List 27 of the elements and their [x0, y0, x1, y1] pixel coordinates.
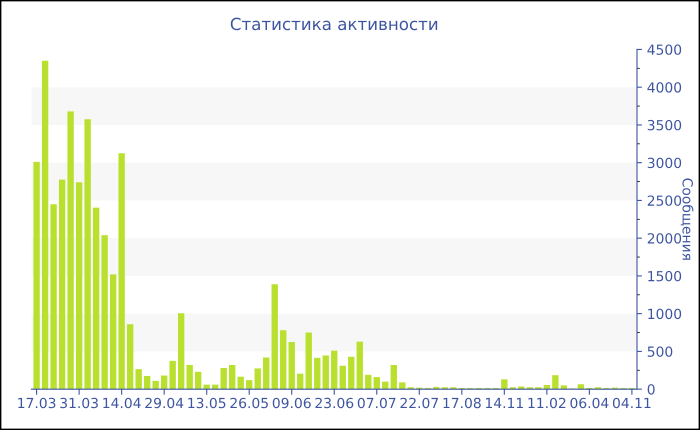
x-tick-label: 23.06 — [315, 398, 354, 408]
y-tick-label: 1000 — [648, 308, 682, 320]
x-tick-label: 17.03 — [18, 398, 56, 408]
x-tick-label: 31.03 — [60, 398, 98, 408]
x-tick-label: 29.04 — [145, 398, 184, 408]
y-axis-title: Сообщения — [680, 178, 694, 260]
x-tick-label: 06.04 — [570, 398, 608, 408]
x-tick-label: 04.11 — [612, 398, 650, 408]
x-tick-label: 26.05 — [230, 398, 268, 408]
y-tick-label: 2000 — [648, 233, 682, 244]
x-tick-label: 17.08 — [443, 398, 481, 408]
x-tick-label: 09.06 — [272, 398, 311, 408]
x-tick-label: 07.07 — [358, 398, 396, 408]
x-tick-label: 11.02 — [528, 398, 566, 408]
x-tick-label: 14.04 — [103, 398, 141, 408]
y-tick-label: 2500 — [648, 195, 682, 206]
y-tick-label: 3000 — [648, 158, 682, 168]
x-tick-label: 13.05 — [188, 398, 226, 408]
x-tick-label: 22.07 — [400, 398, 438, 408]
x-tick-label: 14.11 — [486, 398, 523, 408]
chart-title: Статистика активности — [230, 18, 438, 30]
y-tick-label: 1500 — [648, 270, 682, 282]
y-tick-label: 4500 — [647, 44, 682, 55]
y-tick-label: 4000 — [647, 82, 682, 93]
y-tick-label: 500 — [648, 346, 672, 357]
y-tick-label: 0 — [648, 384, 655, 395]
y-tick-label: 3500 — [648, 120, 682, 130]
